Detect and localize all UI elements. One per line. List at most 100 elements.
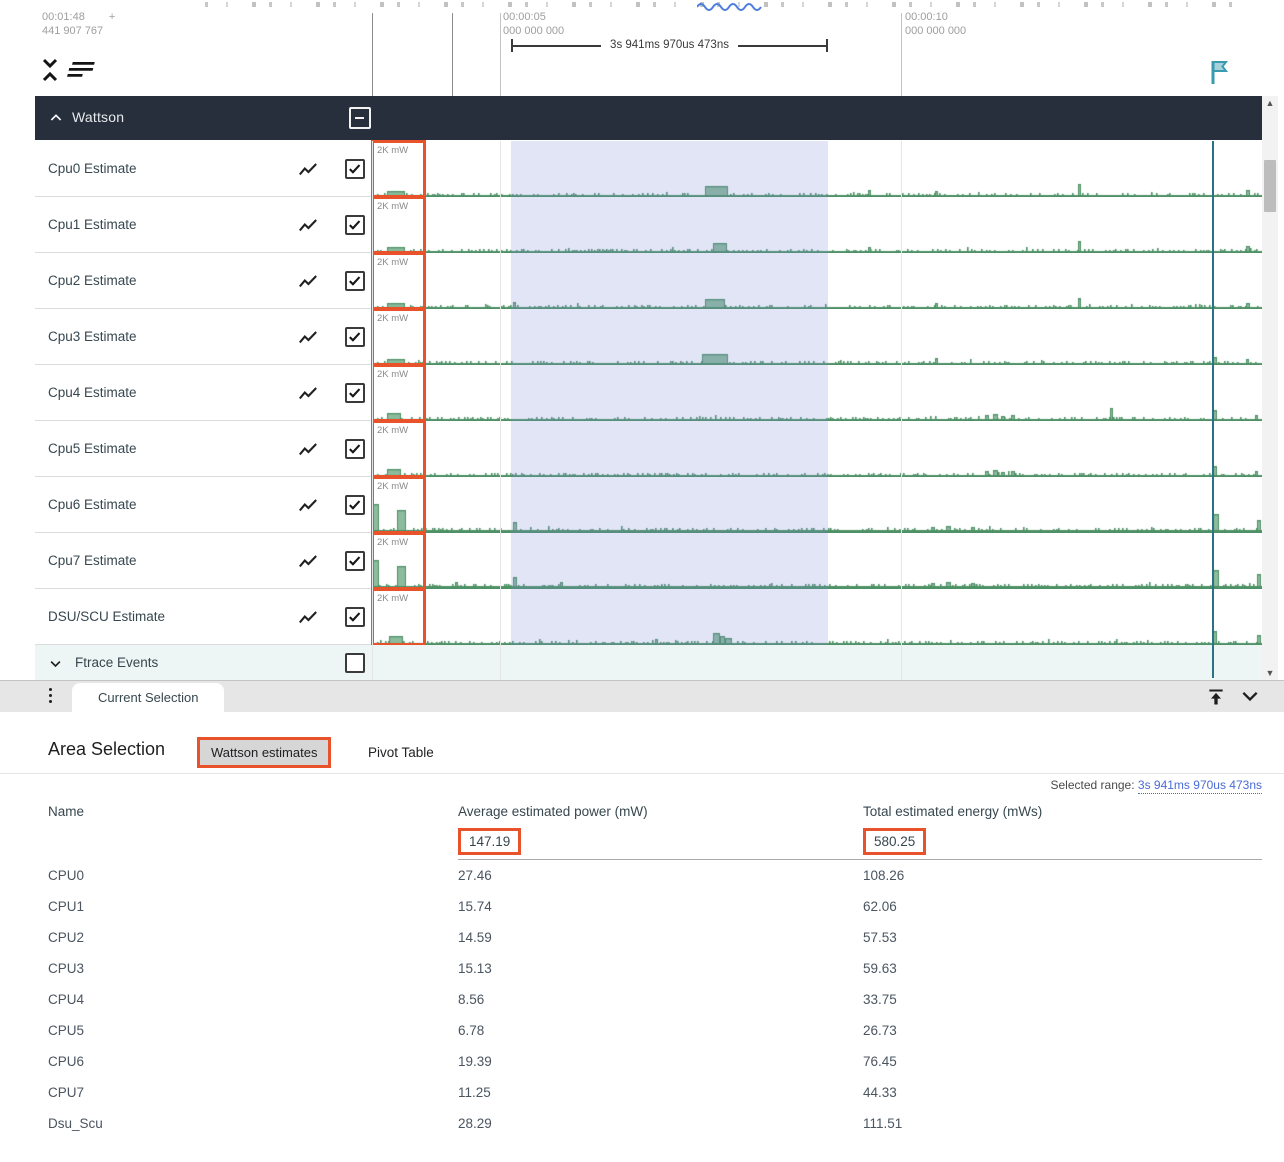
scale-label: 2K mW [377, 313, 409, 324]
counter-track-canvas[interactable] [371, 477, 1262, 533]
cell-total-energy: 62.06 [863, 899, 897, 914]
ruler-tick-line [372, 13, 373, 96]
ruler-gridline [500, 13, 501, 96]
line-chart-icon [299, 611, 317, 624]
line-chart-icon [299, 219, 317, 232]
expand-panel-icon[interactable] [1206, 687, 1226, 707]
cell-avg-power: 15.13 [458, 961, 492, 976]
cell-avg-power: 15.74 [458, 899, 492, 914]
cell-total-energy: 26.73 [863, 1023, 897, 1038]
counter-track-canvas[interactable] [371, 197, 1262, 253]
line-chart-icon [299, 163, 317, 176]
track-checkbox-checked[interactable] [345, 215, 365, 235]
track-name: Cpu1 Estimate [48, 217, 137, 232]
counter-track-canvas[interactable] [371, 309, 1262, 365]
track-row[interactable]: Cpu2 Estimate 2K mW [35, 252, 1262, 310]
counter-track-canvas[interactable] [371, 589, 1262, 645]
ruler-time-label: 00:00:10 000 000 000 [905, 11, 967, 37]
track-checkbox-checked[interactable] [345, 383, 365, 403]
line-chart-icon [299, 275, 317, 288]
counter-track-canvas[interactable] [371, 141, 1262, 197]
table-row: CPU1 15.74 62.06 [48, 891, 1262, 922]
cell-name: CPU3 [48, 961, 85, 976]
counter-track-canvas[interactable] [371, 253, 1262, 309]
table-row: CPU0 27.46 108.26 [48, 860, 1262, 891]
cell-avg-power: 27.46 [458, 868, 492, 883]
selected-range-link[interactable]: 3s 941ms 970us 473ns [1137, 778, 1262, 794]
counter-track-canvas[interactable] [371, 365, 1262, 421]
group-checkbox-indeterminate[interactable] [349, 107, 371, 129]
tab-current-selection[interactable]: Current Selection [72, 683, 225, 713]
track-checkbox-checked[interactable] [345, 495, 365, 515]
counter-track-canvas[interactable] [371, 421, 1262, 477]
pivot-table-tab-button[interactable]: Pivot Table [368, 745, 434, 760]
track-row[interactable]: Cpu7 Estimate 2K mW [35, 532, 1262, 590]
scale-label: 2K mW [377, 537, 409, 548]
cell-name: CPU4 [48, 992, 85, 1007]
track-row[interactable]: Cpu5 Estimate 2K mW [35, 420, 1262, 478]
counter-track-canvas[interactable] [371, 533, 1262, 589]
scrollbar-thumb[interactable] [1264, 160, 1276, 212]
track-checkbox-checked[interactable] [345, 271, 365, 291]
track-group-header-wattson[interactable]: Wattson [35, 96, 1262, 140]
timeline-scrollbar[interactable]: ▲ ▼ [1262, 96, 1278, 680]
track-checkbox-checked[interactable] [345, 551, 365, 571]
table-row: CPU6 19.39 76.45 [48, 1046, 1262, 1077]
details-panel: Area Selection Wattson estimates Pivot T… [0, 712, 1284, 1162]
marker-line [1212, 141, 1214, 678]
cell-total-energy: 108.26 [863, 868, 905, 883]
line-chart-icon [299, 499, 317, 512]
track-row[interactable]: Cpu4 Estimate 2K mW [35, 364, 1262, 422]
scroll-up-arrow-icon[interactable]: ▲ [1265, 98, 1275, 108]
cell-total-energy: 33.75 [863, 992, 897, 1007]
scale-label: 2K mW [377, 369, 409, 380]
chevron-up-icon[interactable] [48, 110, 64, 126]
selection-duration-label: 3s 941ms 970us 473ns [610, 38, 729, 51]
annotation-box [371, 476, 426, 534]
track-row[interactable]: Cpu1 Estimate 2K mW [35, 196, 1262, 254]
collapse-panel-chevron-icon[interactable] [1240, 689, 1260, 705]
table-total-row: 147.19 580.25 [48, 824, 1262, 860]
collapse-all-icon[interactable] [41, 57, 59, 83]
scale-label: 2K mW [377, 201, 409, 212]
scroll-down-arrow-icon[interactable]: ▼ [1265, 668, 1275, 678]
track-name: Cpu6 Estimate [48, 497, 137, 512]
track-checkbox-checked[interactable] [345, 439, 365, 459]
cell-avg-power: 14.59 [458, 930, 492, 945]
wattson-estimates-tab-button[interactable]: Wattson estimates [200, 740, 329, 765]
annotation-box [371, 308, 426, 366]
track-checkbox-checked[interactable] [345, 607, 365, 627]
annotation-box [371, 252, 426, 310]
annotation-box [371, 140, 426, 198]
flag-marker-icon[interactable] [1206, 58, 1232, 86]
track-checkbox-checked[interactable] [345, 159, 365, 179]
track-group-ftrace-events[interactable]: Ftrace Events [35, 645, 1262, 680]
table-row: CPU3 15.13 59.63 [48, 953, 1262, 984]
track-checkbox-checked[interactable] [345, 327, 365, 347]
group-checkbox-unchecked[interactable] [345, 653, 365, 673]
annotation-box [371, 588, 426, 646]
spellcheck-squiggle-icon [697, 3, 762, 11]
track-row[interactable]: Cpu0 Estimate 2K mW [35, 140, 1262, 198]
cell-name: CPU5 [48, 1023, 85, 1038]
cell-name: Dsu_Scu [48, 1116, 103, 1131]
track-row[interactable]: Cpu3 Estimate 2K mW [35, 308, 1262, 366]
trace-start-time: 00:01:48 + 441 907 767 [42, 11, 116, 37]
annotation-box: Wattson estimates [197, 737, 332, 768]
cell-total-energy: 44.33 [863, 1085, 897, 1100]
details-tab-strip: Current Selection [0, 680, 1284, 713]
filter-tracks-icon[interactable] [66, 61, 96, 79]
chevron-down-icon[interactable] [48, 656, 63, 671]
kebab-menu-icon[interactable] [46, 688, 56, 706]
table-row: Dsu_Scu 28.29 111.51 [48, 1108, 1262, 1139]
annotation-box [371, 196, 426, 254]
ruler-time-label: 00:00:05 000 000 000 [503, 11, 565, 37]
line-chart-icon [299, 555, 317, 568]
line-chart-icon [299, 331, 317, 344]
track-row[interactable]: Cpu6 Estimate 2K mW [35, 476, 1262, 534]
scale-label: 2K mW [377, 593, 409, 604]
panel-title: Area Selection [48, 739, 166, 759]
table-row: CPU2 14.59 57.53 [48, 922, 1262, 953]
track-row[interactable]: DSU/SCU Estimate 2K mW [35, 588, 1262, 646]
scale-label: 2K mW [377, 481, 409, 492]
